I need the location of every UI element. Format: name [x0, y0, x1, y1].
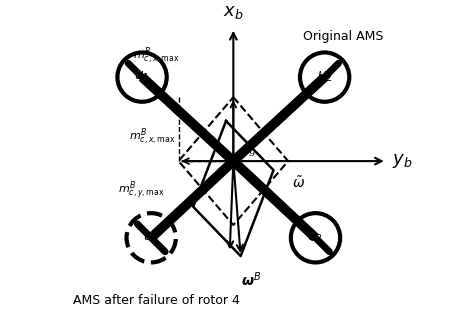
Text: $m^B_{c,y,\mathrm{max}}$: $m^B_{c,y,\mathrm{max}}$	[118, 179, 164, 202]
Text: $\tilde{\omega}$: $\tilde{\omega}$	[292, 175, 305, 191]
Text: $m^B_{c,x,\mathrm{max}}$: $m^B_{c,x,\mathrm{max}}$	[133, 45, 179, 66]
Text: $u_3$: $u_3$	[308, 230, 324, 245]
Text: $x_b$: $x_b$	[223, 3, 244, 21]
Text: AMS after failure of rotor 4: AMS after failure of rotor 4	[73, 294, 239, 307]
Text: $u_1$: $u_1$	[134, 70, 150, 84]
Text: c.g.: c.g.	[241, 147, 260, 156]
Text: $\boldsymbol{\omega}^B$: $\boldsymbol{\omega}^B$	[241, 271, 262, 289]
Text: Original AMS: Original AMS	[303, 30, 383, 43]
Text: $u_4$: $u_4$	[143, 230, 159, 245]
Text: $u_2$: $u_2$	[317, 70, 333, 84]
Text: $y_b$: $y_b$	[392, 152, 413, 170]
Text: $m^B_{c,x,\mathrm{max}}$: $m^B_{c,x,\mathrm{max}}$	[128, 126, 175, 146]
